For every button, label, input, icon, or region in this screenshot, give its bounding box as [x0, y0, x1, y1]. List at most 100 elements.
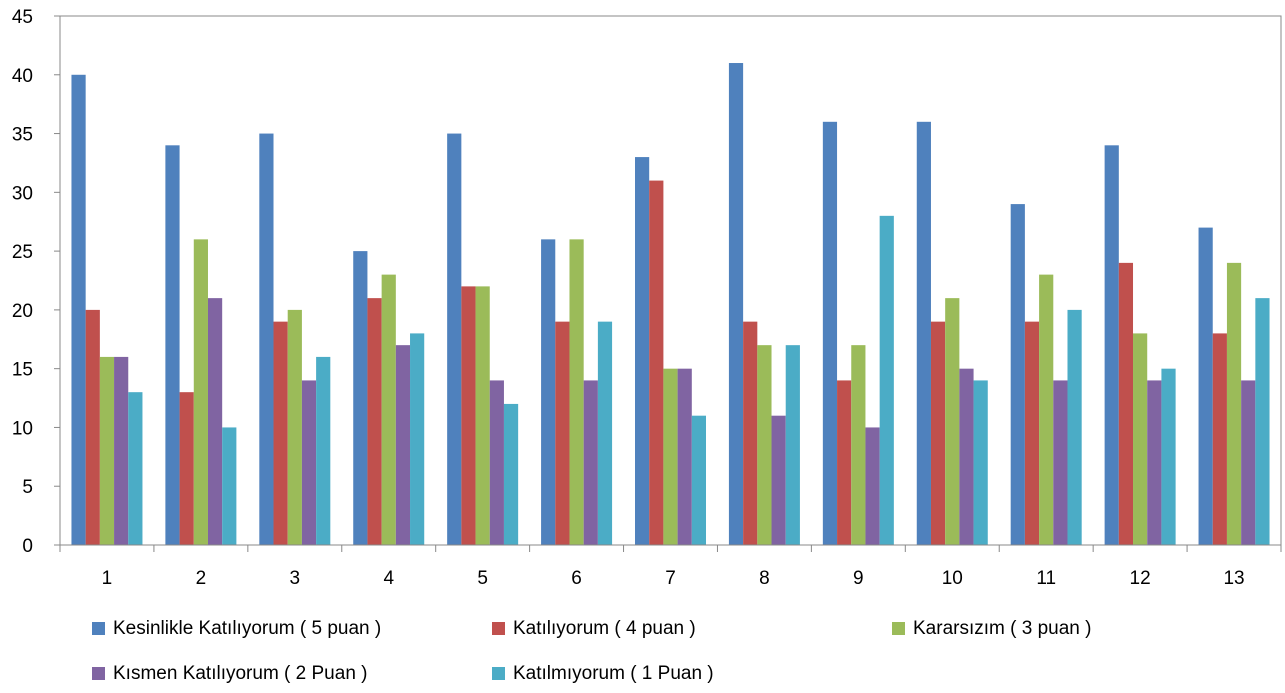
bar-series2-cat1 [85, 309, 100, 545]
bar-series4-cat8 [771, 415, 786, 545]
bar-series5-cat1 [128, 392, 143, 545]
bar-series3-cat6 [569, 239, 584, 546]
bar-series3-cat3 [287, 309, 302, 545]
y-tick-label: 25 [12, 242, 33, 263]
legend-swatch [492, 622, 505, 635]
x-tick-label: 5 [477, 568, 488, 589]
bar-series3-cat8 [757, 345, 772, 545]
bar-series2-cat11 [1024, 321, 1040, 545]
bar-series2-cat8 [743, 321, 758, 545]
legend-item-4: Kısmen Katılıyorum ( 2 Puan ) [92, 663, 368, 684]
bar-series4-cat2 [207, 298, 223, 545]
y-tick-label: 35 [12, 125, 33, 146]
bar-series1-cat1 [71, 74, 86, 545]
bar-series1-cat10 [916, 121, 931, 546]
bar-series4-cat10 [959, 368, 974, 545]
y-tick-label: 20 [12, 301, 33, 322]
x-tick-label: 4 [383, 568, 394, 589]
x-tick-label: 1 [102, 568, 113, 589]
bar-series3-cat10 [945, 298, 960, 545]
bar-series5-cat5 [503, 403, 519, 545]
bar-series2-cat13 [1212, 333, 1227, 545]
bar-series3-cat12 [1133, 333, 1148, 545]
legend-swatch [892, 622, 905, 635]
bar-series3-cat5 [475, 286, 490, 545]
legend-item-3: Kararsızım ( 3 puan ) [892, 618, 1091, 639]
bar-series4-cat7 [677, 368, 692, 545]
bar-series5-cat9 [879, 215, 894, 545]
x-tick-label: 9 [853, 568, 864, 589]
bar-series5-cat2 [222, 427, 237, 545]
bar-series4-cat11 [1053, 380, 1068, 545]
bar-series2-cat5 [461, 286, 476, 545]
x-tick-label: 8 [759, 568, 770, 589]
legend-item-2: Katılıyorum ( 4 puan ) [492, 618, 696, 639]
bar-series2-cat4 [367, 298, 382, 545]
bar-series4-cat3 [301, 380, 317, 545]
legend-label: Kesinlikle Katılıyorum ( 5 puan ) [113, 618, 381, 639]
bar-series1-cat6 [541, 239, 556, 546]
x-tick-label: 11 [1036, 568, 1056, 589]
bar-series4-cat12 [1147, 380, 1162, 545]
bar-series5-cat13 [1255, 298, 1270, 545]
y-tick-label: 10 [12, 418, 33, 439]
y-tick-label: 0 [22, 536, 33, 557]
legend-label: Kararsızım ( 3 puan ) [913, 618, 1091, 639]
legend-label: Katılmıyorum ( 1 Puan ) [513, 663, 714, 684]
bar-series1-cat13 [1198, 227, 1213, 545]
bar-series1-cat3 [259, 133, 274, 545]
legend-swatch [92, 622, 105, 635]
bar-series2-cat3 [273, 321, 288, 545]
bar-series3-cat11 [1039, 274, 1054, 545]
bar-series3-cat13 [1226, 262, 1242, 545]
legend-swatch [92, 667, 105, 680]
bar-series3-cat9 [851, 345, 866, 545]
bar-series1-cat4 [353, 251, 368, 546]
bar-series4-cat1 [114, 356, 129, 545]
bar-series5-cat11 [1067, 309, 1082, 545]
bar-series2-cat6 [555, 321, 570, 545]
bar-series5-cat3 [316, 356, 331, 545]
x-tick-label: 13 [1223, 568, 1244, 589]
bar-series1-cat9 [822, 121, 838, 546]
x-tick-label: 10 [942, 568, 963, 589]
bar-series5-cat7 [691, 415, 706, 545]
bar-series3-cat1 [99, 356, 115, 545]
bar-series2-cat7 [649, 180, 664, 545]
bar-series5-cat12 [1161, 368, 1176, 545]
y-tick-label: 45 [12, 7, 33, 28]
bar-series4-cat6 [583, 380, 598, 545]
bar-series4-cat9 [865, 427, 880, 545]
legend-label: Kısmen Katılıyorum ( 2 Puan ) [113, 663, 368, 684]
bar-series2-cat2 [179, 392, 194, 545]
bar-series1-cat7 [635, 157, 650, 545]
bar-series4-cat13 [1241, 380, 1256, 545]
bar-series3-cat2 [193, 239, 208, 546]
x-tick-label: 6 [571, 568, 582, 589]
bar-series1-cat2 [165, 145, 180, 545]
bar-series2-cat9 [837, 380, 852, 545]
bar-series1-cat12 [1104, 145, 1119, 545]
bar-series5-cat4 [410, 333, 425, 545]
bar-series1-cat8 [728, 63, 744, 546]
x-tick-label: 3 [290, 568, 301, 589]
y-tick-label: 5 [22, 477, 33, 498]
legend-item-1: Kesinlikle Katılıyorum ( 5 puan ) [92, 618, 381, 639]
legend-item-5: Katılmıyorum ( 1 Puan ) [492, 663, 714, 684]
bar-series3-cat7 [663, 368, 678, 545]
bar-series1-cat11 [1010, 204, 1025, 545]
bar-series2-cat12 [1118, 262, 1134, 545]
legend: Kesinlikle Katılıyorum ( 5 puan ) Katılıy… [92, 618, 1091, 684]
x-tick-label: 12 [1130, 568, 1151, 589]
y-tick-label: 15 [12, 360, 33, 381]
bars-layer [71, 63, 1270, 546]
bar-series5-cat10 [973, 380, 988, 545]
bar-series3-cat4 [381, 274, 396, 545]
bar-series5-cat6 [597, 321, 613, 545]
bar-series4-cat4 [395, 345, 411, 545]
bar-series4-cat5 [489, 380, 504, 545]
x-tick-label: 7 [665, 568, 676, 589]
y-tick-label: 40 [12, 66, 33, 87]
